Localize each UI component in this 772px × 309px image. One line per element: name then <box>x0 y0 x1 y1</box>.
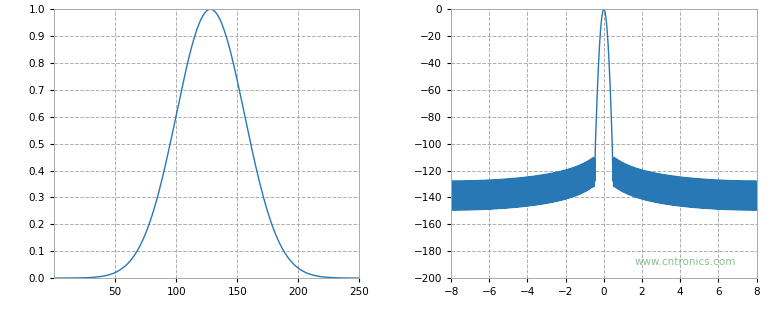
Text: www.cntronics.com: www.cntronics.com <box>635 257 736 267</box>
